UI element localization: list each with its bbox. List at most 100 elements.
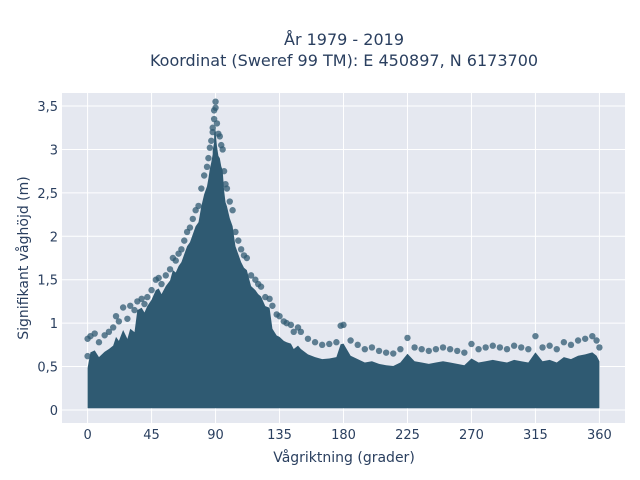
y-tick-label: 0,5 (37, 361, 58, 376)
data-point (439, 344, 447, 351)
data-point (454, 347, 461, 355)
data-point (287, 321, 295, 329)
data-point (311, 339, 319, 346)
x-tick-labels: 0 45 90 135 180 225 270 315 360 (83, 428, 611, 443)
data-point (276, 312, 283, 320)
data-point (404, 334, 411, 342)
data-point (178, 246, 185, 253)
data-point (567, 341, 575, 349)
data-point (397, 345, 404, 353)
data-point (105, 328, 113, 336)
data-point (304, 335, 312, 342)
x-tick-label: 180 (331, 428, 356, 443)
data-point (411, 344, 418, 351)
x-tick-label: 225 (395, 428, 420, 443)
data-point (109, 324, 117, 331)
data-point (203, 163, 211, 171)
data-point (181, 237, 188, 244)
data-point (247, 272, 255, 279)
data-points (84, 98, 603, 360)
y-tick-label: 3 (50, 143, 58, 158)
data-point (198, 185, 205, 192)
data-point (361, 345, 369, 353)
data-point (124, 315, 131, 322)
data-point (237, 246, 245, 253)
data-point (115, 318, 123, 325)
data-point (461, 349, 468, 356)
data-point (589, 332, 596, 340)
y-tick-label: 2,5 (37, 187, 58, 202)
data-point (425, 347, 433, 355)
data-point (489, 342, 496, 349)
data-point (205, 154, 212, 162)
chart-title-line-2: Koordinat (Sweref 99 TM): E 450897, N 61… (150, 51, 538, 70)
data-point (138, 295, 145, 303)
y-tick-label: 0 (50, 404, 58, 419)
x-axis-title: Vågriktning (grader) (273, 449, 415, 466)
data-point (432, 345, 440, 353)
data-point (257, 283, 265, 290)
data-point (144, 293, 151, 301)
data-point (213, 120, 221, 127)
y-tick-label: 1,5 (37, 274, 58, 289)
data-point (354, 341, 361, 349)
x-tick-label: 360 (587, 428, 612, 443)
data-point (162, 272, 169, 279)
data-point (112, 312, 120, 320)
data-point (390, 350, 397, 357)
data-point (553, 345, 560, 353)
data-point (333, 339, 340, 346)
data-point (212, 98, 219, 105)
data-point (347, 337, 354, 344)
data-point (119, 304, 127, 311)
data-point (219, 146, 226, 153)
data-point (209, 124, 216, 131)
data-point (266, 295, 273, 303)
chart-title-line-1: År 1979 - 2019 (284, 30, 404, 49)
data-point (446, 345, 454, 353)
x-tick-label: 315 (523, 428, 548, 443)
data-point (223, 185, 231, 192)
data-point (368, 344, 376, 351)
data-point (290, 328, 297, 336)
data-point (574, 337, 582, 344)
data-point (226, 198, 233, 205)
data-point (189, 215, 196, 223)
data-point (220, 167, 228, 175)
data-point (560, 339, 568, 346)
data-point (235, 237, 242, 244)
data-point (158, 280, 165, 288)
x-tick-label: 135 (267, 428, 292, 443)
data-point (326, 340, 333, 348)
data-point (418, 345, 425, 353)
data-point (212, 104, 219, 111)
data-point (216, 133, 224, 140)
data-point (375, 347, 383, 355)
x-tick-label: 90 (207, 428, 224, 443)
y-tick-label: 1 (50, 317, 58, 332)
data-point (155, 274, 162, 282)
data-point (318, 341, 326, 349)
data-point (468, 340, 475, 348)
data-point (243, 254, 251, 262)
y-tick-label: 2 (50, 230, 58, 245)
data-point (229, 207, 236, 214)
data-point (208, 137, 215, 144)
data-point (166, 266, 174, 273)
data-point (172, 257, 179, 264)
data-point (206, 144, 214, 151)
data-point (581, 335, 589, 342)
data-point (131, 306, 138, 314)
data-point (482, 344, 489, 351)
data-point (539, 344, 546, 351)
data-point (525, 345, 532, 353)
x-tick-label: 0 (83, 428, 91, 443)
data-point (269, 302, 276, 309)
x-tick-label: 270 (459, 428, 484, 443)
data-point (532, 332, 539, 340)
data-point (232, 228, 239, 236)
y-tick-labels: 0 0,5 1 1,5 2 2,5 3 3,5 (37, 100, 58, 419)
dense-point-band (87, 126, 600, 409)
data-point (95, 339, 103, 346)
